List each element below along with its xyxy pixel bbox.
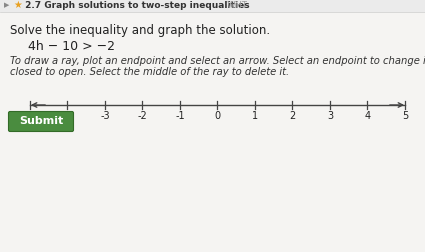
Text: 4h − 10 > −2: 4h − 10 > −2 [28, 40, 115, 53]
Text: 2: 2 [289, 111, 296, 121]
Text: -2: -2 [138, 111, 147, 121]
Text: ★: ★ [13, 0, 22, 10]
Text: -1: -1 [175, 111, 185, 121]
FancyBboxPatch shape [8, 111, 74, 132]
FancyBboxPatch shape [0, 0, 425, 12]
Text: 4: 4 [364, 111, 371, 121]
Text: 2.7 Graph solutions to two-step inequalities: 2.7 Graph solutions to two-step inequali… [22, 1, 249, 10]
Text: ▶: ▶ [4, 2, 9, 8]
Text: 3: 3 [327, 111, 333, 121]
Text: Solve the inequality and graph the solution.: Solve the inequality and graph the solut… [10, 24, 270, 37]
Text: 0: 0 [215, 111, 221, 121]
Text: Submit: Submit [19, 116, 63, 127]
Text: -3: -3 [100, 111, 110, 121]
Text: 1: 1 [252, 111, 258, 121]
Text: WHT: WHT [222, 1, 247, 10]
Text: closed to open. Select the middle of the ray to delete it.: closed to open. Select the middle of the… [10, 67, 289, 77]
Text: -4: -4 [62, 111, 72, 121]
Text: -5: -5 [25, 111, 35, 121]
Text: 5: 5 [402, 111, 408, 121]
Text: To draw a ray, plot an endpoint and select an arrow. Select an endpoint to chang: To draw a ray, plot an endpoint and sele… [10, 56, 425, 66]
